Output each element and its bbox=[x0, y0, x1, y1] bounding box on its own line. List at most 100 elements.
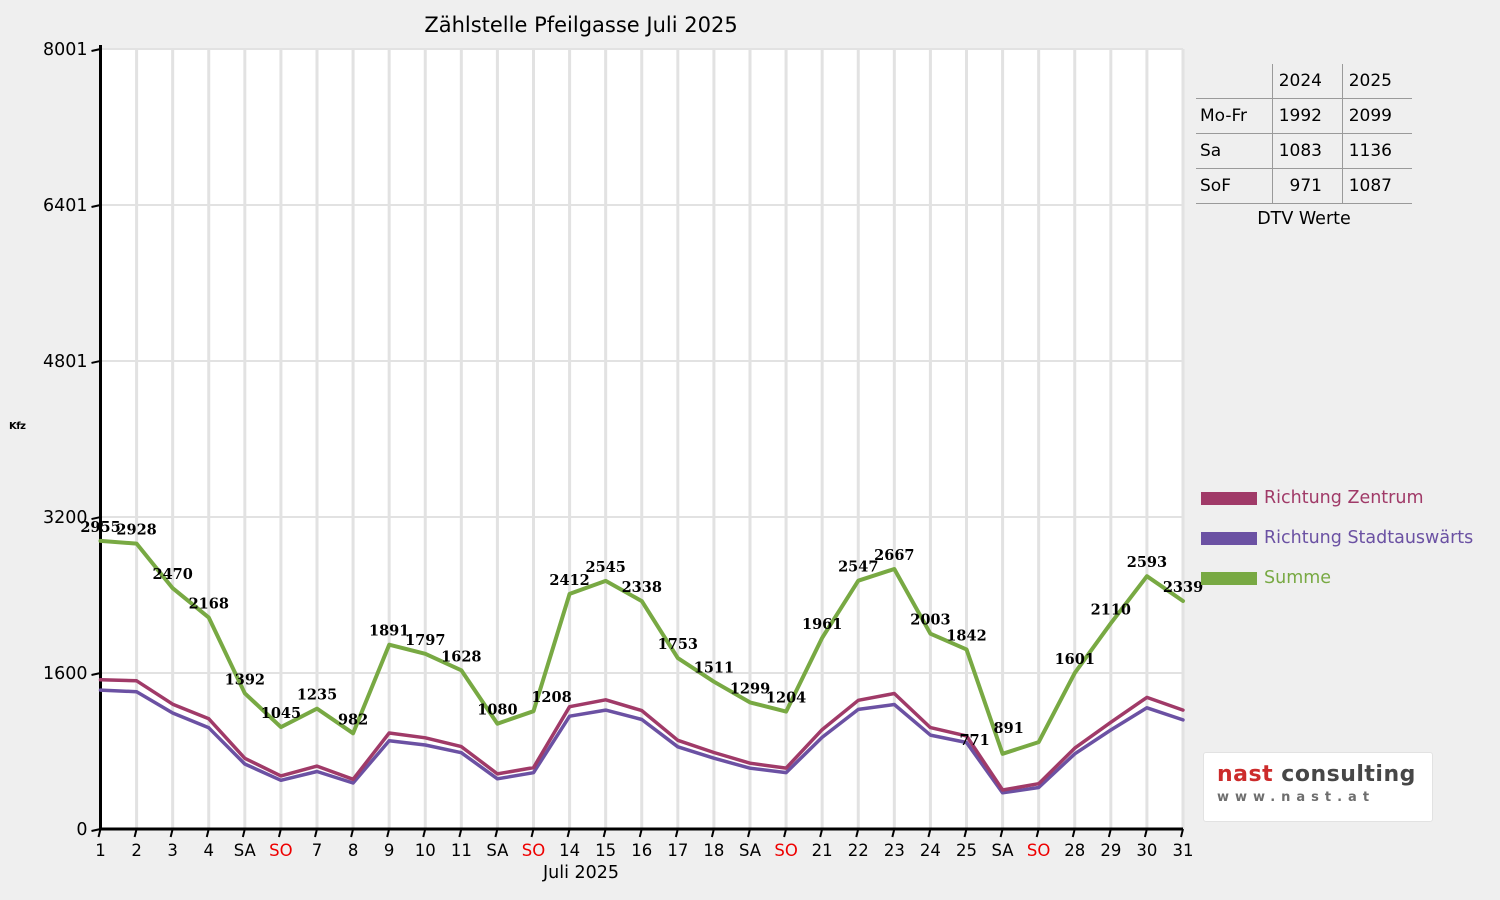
x-tick bbox=[205, 828, 210, 838]
data-label: 1045 bbox=[261, 705, 301, 722]
x-tick-label: 16 bbox=[631, 841, 652, 860]
data-label: 1511 bbox=[694, 660, 734, 677]
dtv-value-sof-2024: 971 bbox=[1272, 169, 1342, 204]
data-label: 2547 bbox=[838, 559, 878, 576]
x-tick bbox=[241, 828, 246, 838]
x-tick bbox=[386, 828, 391, 838]
x-tick-label: 11 bbox=[451, 841, 472, 860]
legend-label-zentrum: Richtung Zentrum bbox=[1264, 488, 1424, 508]
data-label: 1797 bbox=[405, 632, 445, 649]
y-tick bbox=[91, 516, 101, 521]
y-axis-label: Kfz bbox=[9, 421, 26, 432]
data-label: 1392 bbox=[225, 671, 265, 688]
x-tick-label: SA bbox=[992, 841, 1015, 860]
y-tick bbox=[91, 672, 101, 676]
data-label: 2338 bbox=[622, 579, 662, 596]
x-tick-label: SA bbox=[739, 841, 762, 860]
x-tick bbox=[458, 828, 463, 838]
x-tick bbox=[747, 828, 751, 838]
x-tick bbox=[891, 828, 896, 838]
dtv-value-mofr-2024: 1992 bbox=[1272, 99, 1342, 134]
x-tick-label: 10 bbox=[415, 841, 436, 860]
x-tick bbox=[530, 828, 535, 838]
data-label: 1299 bbox=[730, 680, 770, 697]
legend-label-summe: Summe bbox=[1264, 568, 1332, 588]
x-tick bbox=[1143, 828, 1148, 838]
legend-label-stadtauswaerts: Richtung Stadtauswärts bbox=[1264, 528, 1474, 548]
data-label: 2470 bbox=[152, 566, 192, 583]
data-label: 2168 bbox=[189, 596, 229, 613]
data-label: 771 bbox=[959, 732, 989, 749]
x-tick bbox=[1107, 828, 1112, 838]
legend-item-stadtauswaerts: Richtung Stadtauswärts bbox=[1201, 528, 1474, 548]
dtv-row-label-sof: SoF bbox=[1196, 169, 1272, 204]
legend-swatch-summe-icon bbox=[1201, 571, 1257, 585]
x-tick-label: 25 bbox=[956, 841, 977, 860]
x-tick bbox=[999, 828, 1004, 838]
y-tick-label: 0 bbox=[76, 820, 87, 840]
x-tick-label: SO bbox=[269, 841, 292, 860]
data-label: 1080 bbox=[477, 702, 517, 719]
dtv-table-grid: 2024 2025 Mo-Fr 1992 2099 Sa 1083 1136 S… bbox=[1196, 64, 1412, 204]
dtv-header-2025: 2025 bbox=[1342, 64, 1412, 99]
x-tick-label: 1 bbox=[95, 841, 106, 860]
x-axis-label: Juli 2025 bbox=[542, 863, 620, 883]
y-tick-label: 4801 bbox=[43, 352, 88, 372]
x-tick-label: 4 bbox=[204, 841, 215, 860]
data-label: 1842 bbox=[946, 627, 986, 644]
legend-item-summe: Summe bbox=[1201, 568, 1473, 588]
dtv-row-label-sa: Sa bbox=[1196, 134, 1272, 169]
x-tick-label: SO bbox=[1027, 841, 1050, 860]
x-tick bbox=[783, 828, 788, 838]
y-tick-label: 1600 bbox=[43, 664, 88, 684]
x-tick bbox=[314, 828, 318, 838]
dtv-value-sa-2025: 1136 bbox=[1342, 134, 1412, 169]
dtv-value-sa-2024: 1083 bbox=[1272, 134, 1342, 169]
logo-wordmark: nast consulting bbox=[1217, 763, 1432, 787]
x-tick bbox=[1071, 828, 1076, 838]
data-label: 1628 bbox=[441, 648, 481, 665]
dtv-value-sof-2025: 1087 bbox=[1342, 169, 1412, 204]
x-tick-label: 31 bbox=[1173, 841, 1194, 860]
y-tick bbox=[91, 48, 101, 52]
x-tick bbox=[963, 828, 968, 838]
data-label: 1601 bbox=[1055, 651, 1095, 668]
page-title: Zählstelle Pfeilgasse Juli 2025 bbox=[424, 13, 738, 37]
x-tick-label: 2 bbox=[131, 841, 142, 860]
x-tick bbox=[1035, 828, 1040, 838]
x-tick bbox=[819, 828, 824, 838]
legend-swatch-stadtauswaerts-icon bbox=[1201, 531, 1257, 545]
series-line-zentrum bbox=[98, 678, 1185, 792]
x-tick-label: 23 bbox=[884, 841, 905, 860]
y-tick bbox=[91, 204, 101, 208]
x-tick-label: SA bbox=[486, 841, 509, 860]
dtv-row-label-mofr: Mo-Fr bbox=[1196, 99, 1272, 134]
data-label: 2412 bbox=[549, 572, 589, 589]
data-label: 2593 bbox=[1127, 554, 1167, 571]
x-tick bbox=[422, 828, 427, 838]
data-label: 2339 bbox=[1163, 579, 1203, 596]
data-label: 2110 bbox=[1091, 601, 1131, 618]
x-tick bbox=[710, 828, 715, 838]
dtv-header-2024: 2024 bbox=[1272, 64, 1342, 99]
x-tick bbox=[494, 828, 499, 838]
x-tick-label: 22 bbox=[848, 841, 869, 860]
x-tick-label: 15 bbox=[595, 841, 616, 860]
x-tick bbox=[169, 828, 174, 838]
x-tick-label: 9 bbox=[384, 841, 395, 860]
x-tick-label: 14 bbox=[559, 841, 580, 860]
data-label: 1204 bbox=[766, 690, 806, 707]
data-label: 982 bbox=[338, 711, 368, 728]
x-tick-label: SO bbox=[522, 841, 545, 860]
data-label: 2667 bbox=[874, 547, 914, 564]
x-tick bbox=[602, 828, 607, 838]
x-tick-label: 28 bbox=[1064, 841, 1085, 860]
x-tick-label: SO bbox=[774, 841, 797, 860]
legend-swatch-zentrum-icon bbox=[1201, 491, 1257, 505]
x-tick-label: 29 bbox=[1100, 841, 1121, 860]
logo-url: www.nast.at bbox=[1217, 790, 1376, 805]
dtv-table-caption: DTV Werte bbox=[1257, 209, 1351, 229]
x-tick bbox=[97, 828, 102, 838]
